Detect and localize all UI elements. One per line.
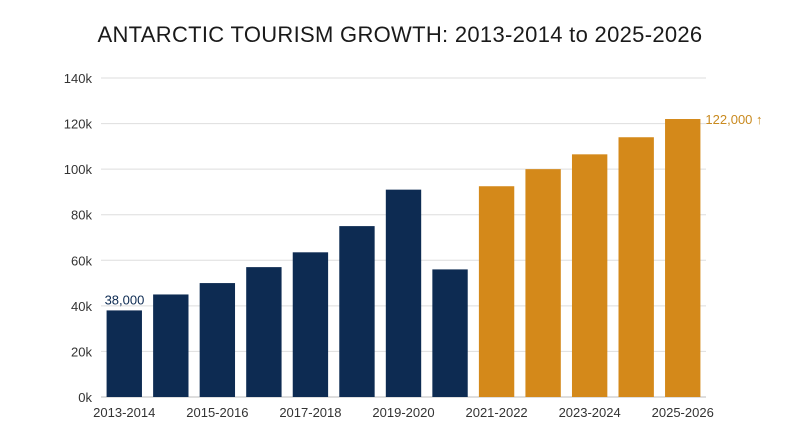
y-tick-label: 20k xyxy=(71,344,92,359)
bar-2013-2014 xyxy=(106,310,142,397)
bar-2023-2024 xyxy=(571,154,608,397)
bar-2025-2026 xyxy=(665,119,701,397)
x-tick-label: 2013-2014 xyxy=(93,405,155,420)
y-tick-label: 80k xyxy=(71,208,92,223)
data-label-2025-2026: 122,000 ↑ xyxy=(705,112,762,127)
bar-2020-2021 xyxy=(432,269,468,397)
y-tick-label: 100k xyxy=(64,162,93,177)
x-tick-label: 2023-2024 xyxy=(559,405,621,420)
x-tick-label: 2025-2026 xyxy=(652,405,714,420)
bar-2019-2020 xyxy=(385,189,422,397)
bar-2024-2025 xyxy=(618,137,654,397)
y-tick-label: 0k xyxy=(78,390,92,405)
bar-2014-2015 xyxy=(153,294,189,397)
x-tick-label: 2017-2018 xyxy=(279,405,341,420)
y-tick-label: 120k xyxy=(64,117,93,132)
chart-title: ANTARCTIC TOURISM GROWTH: 2013-2014 to 2… xyxy=(97,22,703,47)
y-tick-label: 60k xyxy=(71,253,92,268)
x-tick-label: 2021-2022 xyxy=(465,405,527,420)
bar-2015-2016 xyxy=(199,283,236,397)
bar-2016-2017 xyxy=(246,267,282,397)
bar-2018-2019 xyxy=(339,226,375,397)
x-tick-label: 2015-2016 xyxy=(186,405,248,420)
data-label-2013-2014: 38,000 xyxy=(105,292,145,307)
bar-2021-2022 xyxy=(478,186,515,397)
y-tick-label: 40k xyxy=(71,299,92,314)
x-tick-label: 2019-2020 xyxy=(372,405,434,420)
y-tick-label: 140k xyxy=(64,71,93,86)
bar-2017-2018 xyxy=(292,252,329,397)
bar-2022-2023 xyxy=(525,169,561,397)
